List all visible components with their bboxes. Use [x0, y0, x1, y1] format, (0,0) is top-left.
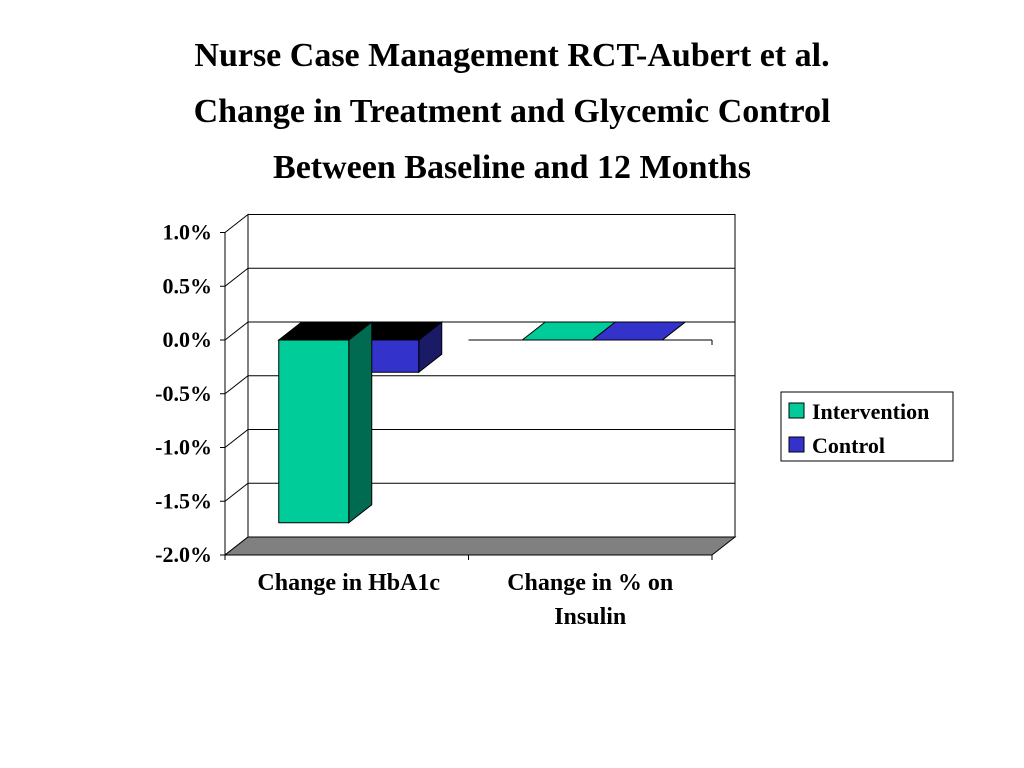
- y-tick-label: -2.0%: [155, 542, 212, 567]
- legend-swatch-control: [788, 436, 805, 453]
- bar-front: [278, 339, 350, 524]
- gridline: [224, 482, 735, 502]
- title-line-1: Nurse Case Management RCT-Aubert et al.: [194, 37, 830, 74]
- y-tick-label: -1.5%: [155, 488, 212, 513]
- y-tick-label: -0.5%: [155, 381, 212, 406]
- y-tick-label: -1.0%: [155, 435, 212, 460]
- x-category-label: Change in HbA1c: [257, 570, 440, 596]
- y-tick-label: 1.0%: [163, 220, 213, 245]
- y-tick-label: 0.5%: [163, 273, 213, 298]
- bar-intervention-0: [277, 320, 374, 524]
- bar-top: [277, 321, 374, 341]
- legend-label-intervention: Intervention: [812, 399, 929, 424]
- chart-title: Nurse Case Management RCT-Aubert et al. …: [0, 28, 1024, 196]
- title-line-2: Change in Treatment and Glycemic Control: [193, 93, 831, 130]
- bar-top: [520, 321, 617, 341]
- legend-swatch-intervention: [788, 402, 805, 419]
- gridline: [224, 267, 735, 287]
- y-tick-label: 0.0%: [163, 327, 213, 352]
- x-category-label: Change in % on: [507, 570, 673, 596]
- plot-floor: [223, 536, 737, 556]
- gridline: [224, 429, 735, 448]
- bar-intervention-1: [520, 321, 617, 341]
- legend-label-control: Control: [812, 433, 885, 458]
- x-category-label: Insulin: [554, 604, 626, 630]
- gridline: [224, 375, 735, 395]
- legend: Intervention Control: [780, 391, 954, 462]
- title-line-3: Between Baseline and 12 Months: [273, 149, 751, 186]
- legend-box: [780, 391, 954, 462]
- bar-side: [348, 320, 373, 524]
